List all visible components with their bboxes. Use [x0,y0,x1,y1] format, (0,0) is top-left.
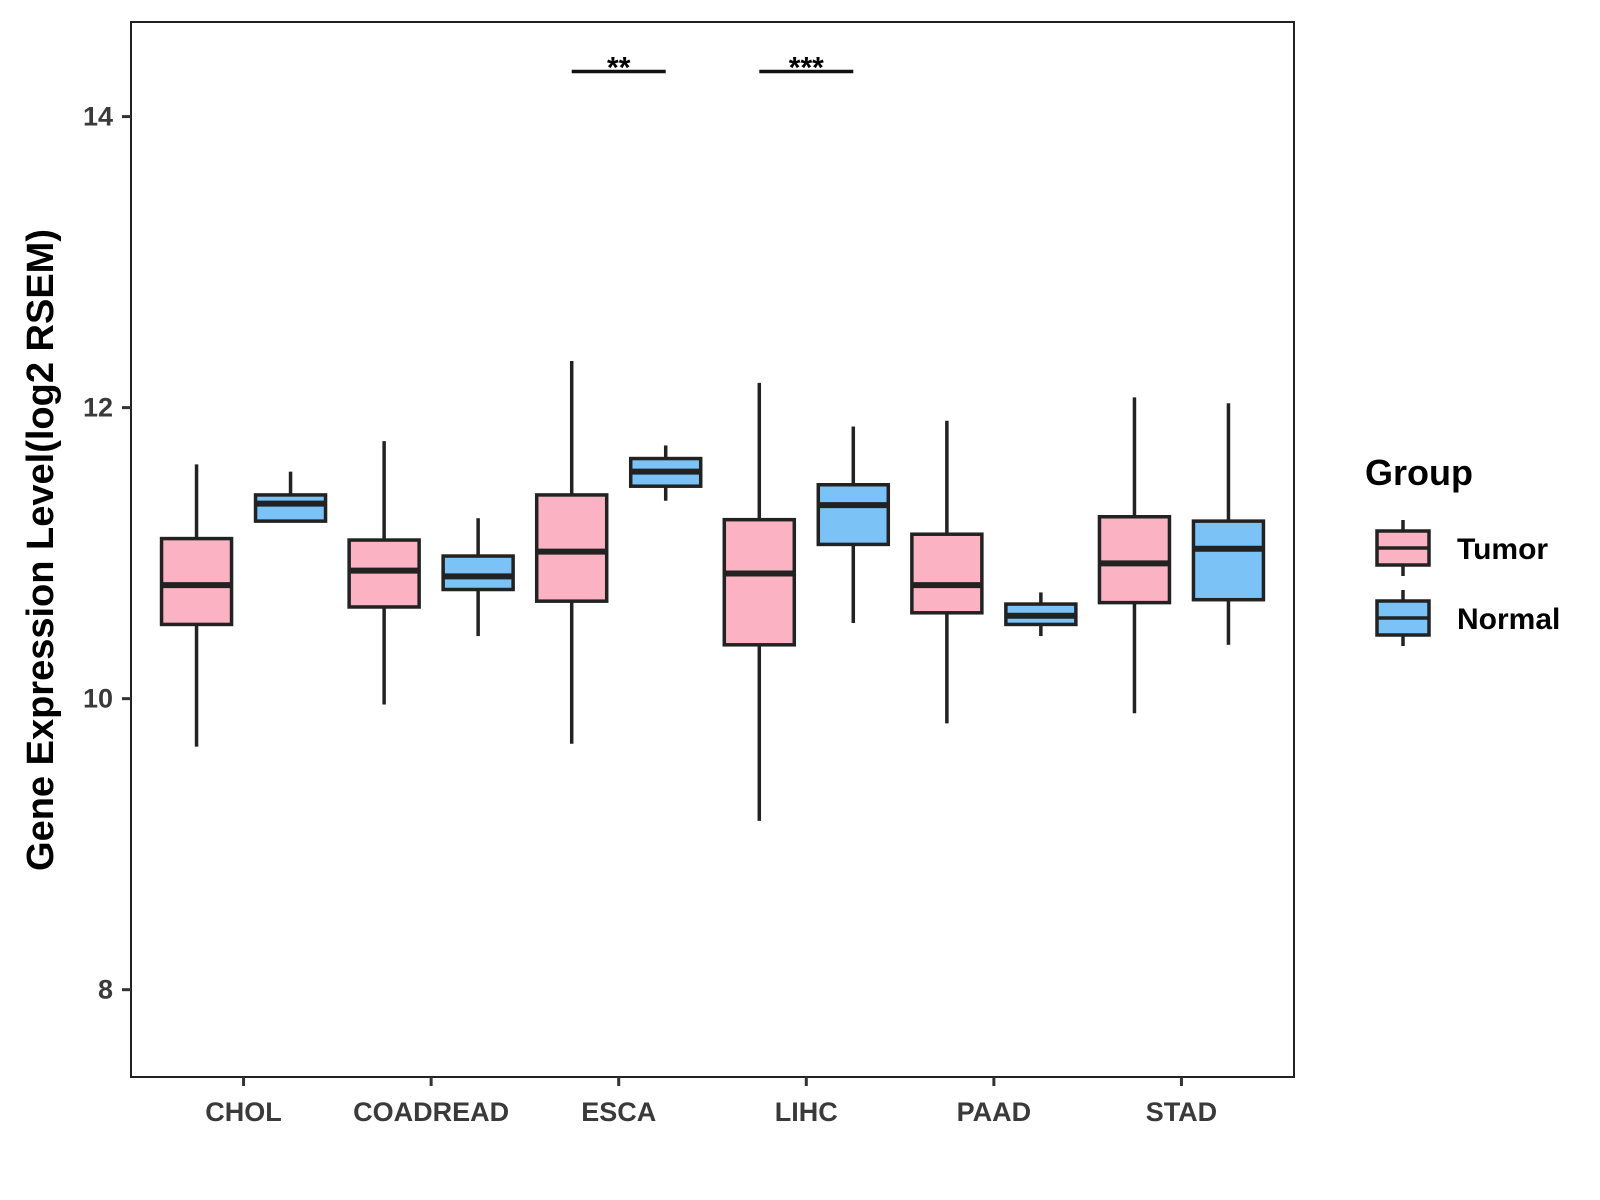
legend-label: Tumor [1457,533,1548,566]
legend-label: Normal [1457,603,1560,636]
box-tumor-coadread [347,441,421,705]
significance-label: ** [607,51,631,84]
significance-label: *** [789,51,824,84]
box-iqr [910,532,984,615]
y-tick-label: 8 [98,975,113,1005]
box-normal-stad [1191,403,1266,645]
box-iqr [1191,519,1266,602]
box-iqr [253,493,328,523]
box-tumor-esca [534,361,609,744]
significance-annotations: ** *** [571,51,854,84]
y-tick-label: 10 [83,684,113,714]
box-iqr [1097,515,1172,605]
y-tick-label: 12 [83,393,113,423]
x-tick-label: CHOL [205,1097,282,1127]
box-normal-chol [253,471,328,523]
box-tumor-paad [910,420,984,724]
box-normal-coadread [441,518,515,637]
x-tick-label: PAAD [957,1097,1032,1127]
x-tick-label: ESCA [581,1097,656,1127]
y-axis: 8 10 12 14 [83,102,131,1005]
x-tick-label: STAD [1146,1097,1218,1127]
box-normal-esca [628,445,703,501]
box-iqr [722,517,797,647]
box-tumor-chol [159,464,234,747]
boxes-layer [159,361,1266,821]
box-iqr [816,482,891,547]
box-normal-lihc [816,426,891,623]
box-iqr [534,493,609,603]
legend: Group Tumor Normal [1365,452,1560,646]
box-iqr [441,554,515,592]
y-tick-label: 14 [83,102,113,132]
legend-item-normal: Normal [1375,590,1560,646]
box-tumor-stad [1097,397,1172,714]
x-tick-label: LIHC [775,1097,838,1127]
x-axis: CHOL COADREAD ESCA LIHC PAAD STAD [205,1077,1217,1127]
x-tick-label: COADREAD [353,1097,509,1127]
box-iqr [159,536,234,627]
legend-item-tumor: Tumor [1375,520,1548,576]
box-tumor-lihc [722,382,797,821]
box-normal-paad [1004,592,1078,637]
legend-title: Group [1365,452,1473,493]
y-axis-title: Gene Expression Level(log2 RSEM) [20,229,62,871]
